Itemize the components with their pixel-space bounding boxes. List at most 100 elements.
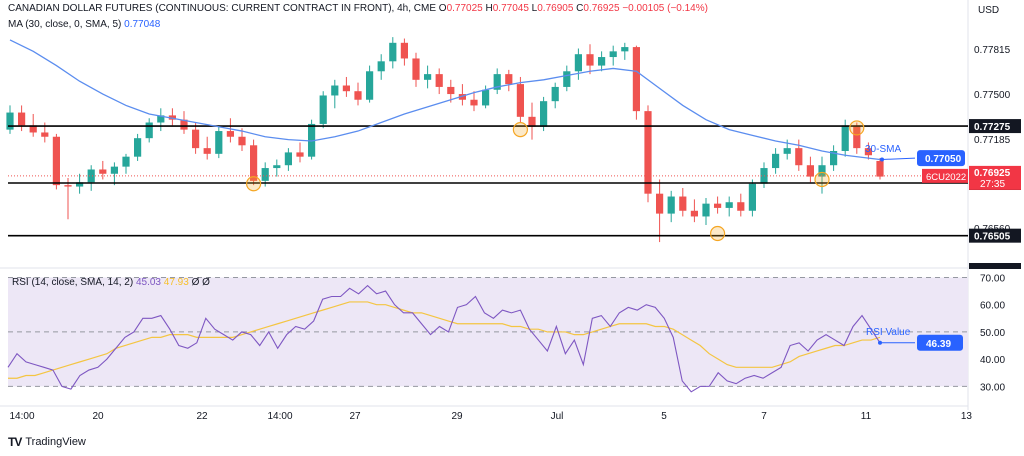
rsi-annotation-dot [878,340,882,345]
rsi-annotation-box [917,334,963,351]
sma-annotation-box [917,150,965,167]
touch-point-circle [849,120,865,136]
low-value: 0.76905 [537,3,574,14]
time-tick-label: 5 [661,411,667,422]
rsi-pane[interactable] [8,276,968,387]
candle-body [772,153,780,169]
current-price-label: 0.76925 [974,168,1011,179]
candle-body [505,74,513,85]
candle-body [400,42,408,59]
sma-annotation-dot [880,157,884,162]
rsi-tick-label: 40.00 [980,355,1005,366]
candle-body [296,152,304,157]
candle-body [841,125,849,151]
candle-body [795,148,803,166]
candle-body [342,85,350,92]
candle-body [134,138,142,157]
level-label: 0.77275 [974,122,1011,133]
price-tick-label: 0.76560 [974,224,1011,235]
open-value: 0.77025 [446,3,483,14]
rsi-annotation-value: 46.39 [926,339,951,350]
currency-label: USD [978,5,1000,16]
ma-value: 0.77048 [124,19,161,30]
high-value: 0.77045 [492,3,529,14]
candle-body [598,57,606,66]
time-tick-label: Jul [551,411,564,422]
candle-body [818,165,826,177]
candle-body [192,129,200,149]
contract-label: 6CU2022 [926,172,966,183]
candle-body [806,165,814,177]
candle-body [551,86,559,102]
candle-body [319,95,327,124]
touch-point-circle [246,176,262,192]
rsi-line [7,284,881,393]
candle-body [6,112,14,130]
level-label-bg [969,119,1021,134]
candle-body [864,148,872,156]
rsi-legend[interactable]: RSI (14, close, SMA, 14, 2) 45.03 47.93 … [12,277,210,288]
rsi-tick-label: 60.00 [980,301,1005,312]
partial-tick-bg [969,263,1021,269]
time-tick-label: 29 [451,411,463,422]
touch-point-circle [512,122,529,138]
candles-group [6,37,884,243]
level-label: 0.76505 [974,232,1011,243]
change-value: −0.00105 (−0.14%) [622,3,708,14]
candle-body [122,156,130,167]
candle-body [609,51,617,58]
time-axis[interactable]: 14:00 20 22 14:00 27 29 Jul 5 7 11 13 [9,411,972,422]
rsi-extra-2: Ø [202,277,210,288]
close-label: C [576,3,584,14]
candle-body [470,99,478,106]
price-tick-label: 0.77500 [974,90,1011,101]
chart-header: CANADIAN DOLLAR FUTURES (CONTINUOUS: CUR… [8,3,708,14]
contract-label-bg [922,168,968,183]
ma-label: MA (30, close, 0, SMA, 5) [8,19,122,30]
candle-body [284,152,292,166]
tradingview-logo-icon: TV [8,435,22,449]
candle-body [377,61,385,72]
candle-body [644,111,652,194]
candle-body [447,86,455,95]
candle-body [215,131,223,154]
candle-body [41,132,49,137]
candle-body [87,169,95,183]
tradingview-brand[interactable]: TV TradingView [8,435,86,449]
candle-body [714,203,722,208]
candle-body [679,196,687,211]
overlays-group: 30-SMA 0.77050 6CU2022 RSI Value 46.39 [7,39,968,393]
candle-body [238,136,246,146]
candle-body [667,196,675,214]
close-value: 0.76925 [583,3,620,14]
candle-body [783,148,791,154]
rsi-extra-1: Ø [191,277,200,288]
time-tick-label: 22 [196,411,208,422]
time-tick-label: 11 [861,411,872,422]
candle-body [412,58,420,80]
price-tick-label: 0.77185 [974,135,1011,146]
candle-body [250,145,258,181]
candle-body [528,116,536,127]
rsi-tick-label: 50.00 [980,328,1005,339]
price-axis[interactable]: 0.772750.768750.765050.778150.775000.771… [969,45,1021,393]
chart-title: CANADIAN DOLLAR FUTURES (CONTINUOUS: CUR… [8,3,436,14]
candle-body [632,47,640,112]
candle-body [366,71,374,100]
touch-point-circle [709,225,726,242]
candle-body [574,54,582,72]
candle-body [52,136,60,186]
time-tick-label: 13 [961,411,973,422]
candle-body [354,91,362,100]
current-price-label-bg [969,165,1021,190]
candle-body [737,202,745,211]
ma-legend[interactable]: MA (30, close, 0, SMA, 5) 0.77048 [8,19,160,30]
rsi-annotation-text: RSI Value [866,327,911,338]
candle-body [540,101,548,127]
candle-body [748,183,756,211]
candle-body [226,131,234,137]
time-tick-label: 7 [761,411,767,422]
candle-body [168,115,176,120]
ma30-line [9,39,881,161]
